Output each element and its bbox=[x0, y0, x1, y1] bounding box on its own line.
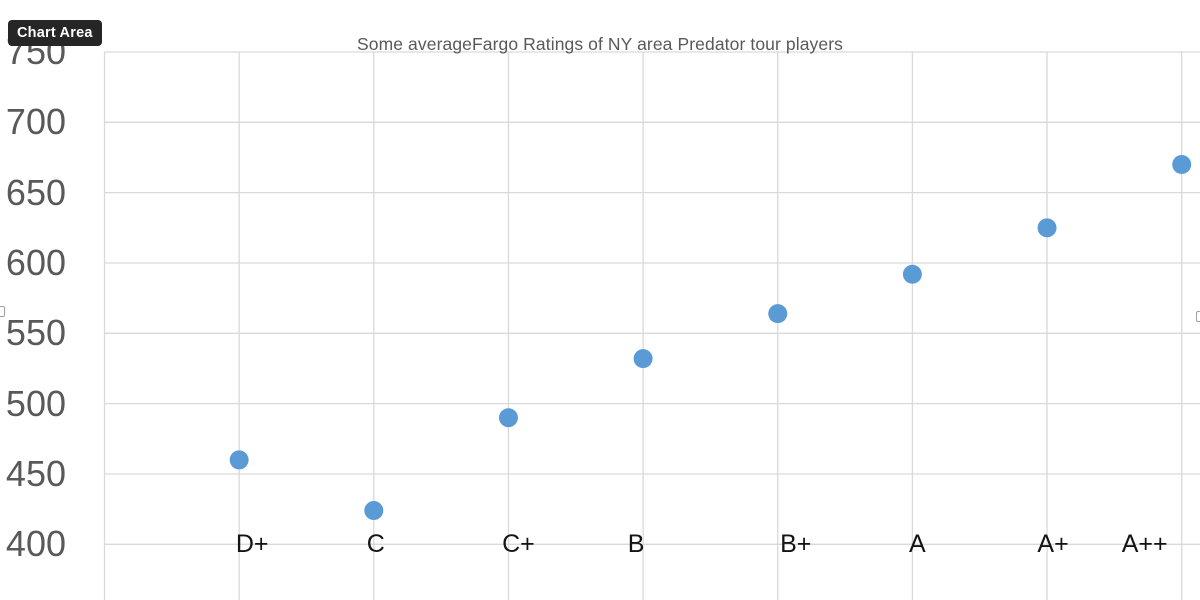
data-point[interactable] bbox=[229, 450, 249, 470]
x-axis-category-label[interactable]: B+ bbox=[780, 530, 812, 559]
x-axis-category-label[interactable]: A bbox=[909, 530, 926, 559]
data-point[interactable] bbox=[633, 349, 653, 369]
y-axis-tick-label[interactable]: 500 bbox=[5, 382, 66, 424]
data-point[interactable] bbox=[1037, 218, 1057, 238]
y-axis-tick-label[interactable]: 650 bbox=[5, 171, 66, 213]
x-axis-category-label[interactable]: A++ bbox=[1121, 530, 1168, 559]
chart-area-tooltip: Chart Area bbox=[8, 20, 102, 46]
data-point[interactable] bbox=[902, 264, 922, 284]
x-axis-category-label[interactable]: D+ bbox=[235, 530, 269, 559]
y-axis-tick-label[interactable]: 450 bbox=[5, 452, 66, 494]
x-axis-category-label[interactable]: A+ bbox=[1037, 530, 1069, 559]
y-axis-tick-label[interactable]: 600 bbox=[5, 241, 66, 283]
data-point[interactable] bbox=[364, 501, 384, 521]
chart-title[interactable]: Some averageFargo Ratings of NY area Pre… bbox=[356, 34, 843, 54]
chart-resize-handle-left[interactable] bbox=[0, 306, 5, 317]
x-axis-category-label[interactable]: C+ bbox=[502, 530, 535, 559]
data-point[interactable] bbox=[768, 304, 788, 324]
data-point[interactable] bbox=[1172, 155, 1192, 175]
x-axis-category-label[interactable]: B bbox=[627, 530, 645, 559]
y-axis-tick-label[interactable]: 550 bbox=[5, 312, 66, 354]
x-axis-category-label[interactable]: C bbox=[366, 530, 385, 559]
chart-resize-handle-right[interactable] bbox=[1196, 311, 1200, 322]
y-axis-tick-label[interactable]: 400 bbox=[5, 523, 66, 565]
y-axis-tick-label[interactable]: 350 bbox=[0, 593, 66, 600]
data-point[interactable] bbox=[498, 408, 518, 428]
y-axis-tick-label[interactable]: 700 bbox=[5, 101, 66, 143]
